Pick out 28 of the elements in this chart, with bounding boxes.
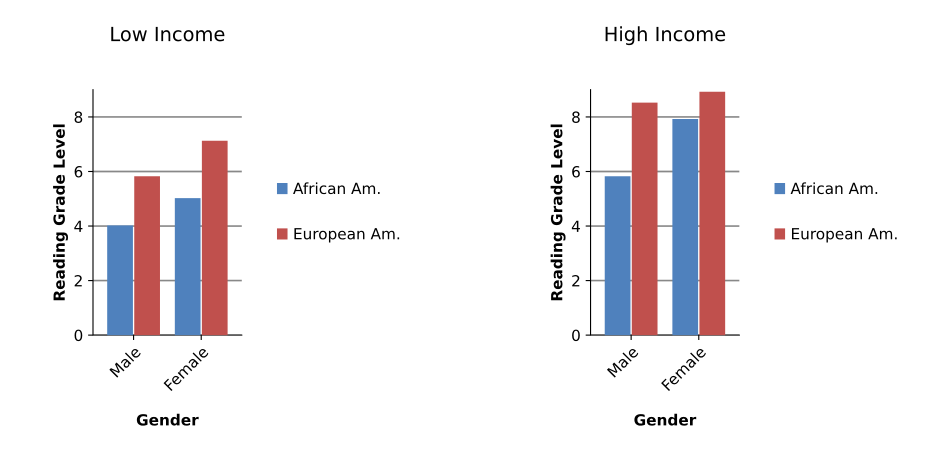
bar xyxy=(174,198,201,336)
bar xyxy=(699,92,726,336)
legend-label: African Am. xyxy=(790,182,878,194)
y-tick-label: 2 xyxy=(572,275,580,286)
x-axis-title: Gender xyxy=(136,414,199,426)
bar xyxy=(632,102,658,336)
chart-title: High Income xyxy=(606,26,726,46)
legend-label: African Am. xyxy=(293,182,380,194)
legend-label: European Am. xyxy=(792,228,897,242)
y-tick-label: 6 xyxy=(74,166,82,178)
x-axis-title: Gender xyxy=(634,414,696,426)
y-axis-title: Reading Grade Level xyxy=(53,124,68,300)
bar xyxy=(604,176,630,336)
legend-label: European Am. xyxy=(294,228,400,242)
y-tick-label: 4 xyxy=(572,220,580,232)
y-tick-label: 0 xyxy=(74,330,82,342)
bar xyxy=(107,225,133,336)
y-tick-label: 8 xyxy=(74,111,82,123)
y-tick-label: 4 xyxy=(74,220,82,232)
bar xyxy=(202,140,228,336)
bar xyxy=(672,118,698,336)
y-tick-label: 0 xyxy=(572,330,580,342)
y-tick-label: 8 xyxy=(572,111,580,123)
bar xyxy=(134,176,160,336)
chart-title: Low Income xyxy=(111,26,224,42)
y-axis-title: Reading Grade Level xyxy=(550,124,566,300)
y-tick-label: 2 xyxy=(74,275,82,286)
y-tick-label: 6 xyxy=(572,166,580,178)
